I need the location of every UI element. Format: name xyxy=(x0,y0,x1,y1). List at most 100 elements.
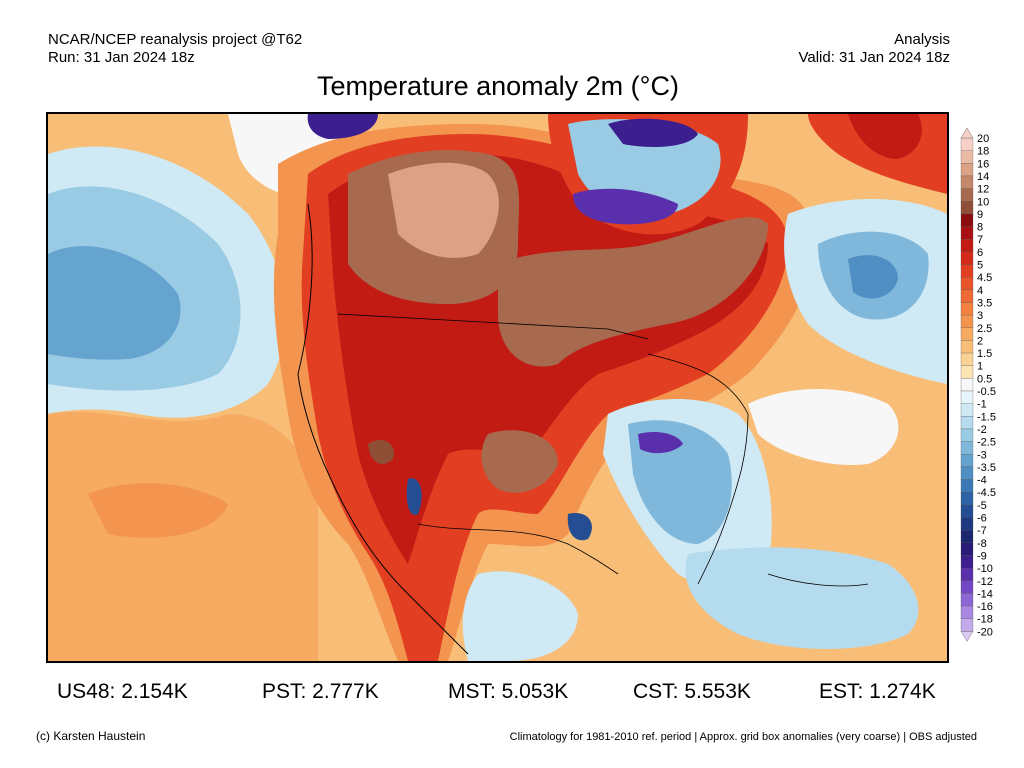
legend-tick-label: 2 xyxy=(977,335,983,347)
region-stat: MST: 5.053K xyxy=(448,680,569,703)
region-stat: CST: 5.553K xyxy=(633,680,751,703)
legend-tick-label: -8 xyxy=(977,538,987,550)
credit-label: (c) Karsten Haustein xyxy=(36,729,146,743)
legend-tick-label: -6 xyxy=(977,513,987,525)
anomaly-region xyxy=(88,483,228,538)
map-title: Temperature anomaly 2m (°C) xyxy=(317,71,679,101)
analysis-label: Analysis xyxy=(894,31,950,48)
legend-tick-label: -5 xyxy=(977,500,987,512)
legend-tick-label: -10 xyxy=(977,563,993,575)
legend-tick-label: 3 xyxy=(977,310,983,322)
anomaly-region xyxy=(307,114,378,139)
anomaly-region xyxy=(48,246,181,360)
anomaly-region xyxy=(848,114,922,159)
legend-tick-label: -12 xyxy=(977,576,993,588)
legend-swatch xyxy=(960,605,974,619)
legend-tick-label: 16 xyxy=(977,158,989,170)
legend-tick-label: 9 xyxy=(977,209,983,221)
anomaly-region xyxy=(567,513,592,541)
legend-swatch xyxy=(960,302,974,316)
legend-swatch xyxy=(960,567,974,581)
anomaly-region xyxy=(406,478,422,515)
legend-swatch xyxy=(960,226,974,240)
legend-swatch xyxy=(960,390,974,404)
legend-swatch xyxy=(960,365,974,379)
legend-swatch xyxy=(960,137,974,151)
legend-tick-label: 10 xyxy=(977,196,989,208)
footnote-label: Climatology for 1981-2010 ref. period | … xyxy=(509,731,977,743)
legend-swatch xyxy=(960,466,974,480)
header-left: NCAR/NCEP reanalysis project @T62 Run: 3… xyxy=(48,31,302,67)
legend-swatch xyxy=(960,239,974,252)
legend-tick-label: 8 xyxy=(977,222,983,234)
anomaly-region xyxy=(685,547,919,649)
anomaly-region xyxy=(481,430,558,493)
color-legend: 201816141210987654.543.532.521.510.5-0.5… xyxy=(960,127,996,642)
legend-swatch xyxy=(960,441,974,455)
legend-tick-label: -1 xyxy=(977,399,987,411)
legend-tick-label: 1 xyxy=(977,361,983,373)
legend-tick-label: 3.5 xyxy=(977,297,992,309)
legend-swatch xyxy=(960,504,974,518)
legend-min-arrow xyxy=(960,631,974,642)
border-line xyxy=(417,523,619,575)
legend-tick-label: -14 xyxy=(977,588,993,600)
legend-swatch xyxy=(960,163,974,177)
region-stats: US48: 2.154K PST: 2.777K MST: 5.053K CST: 5… xyxy=(0,680,1024,704)
legend-tick-label: 4.5 xyxy=(977,272,992,284)
legend-swatch xyxy=(960,150,974,164)
legend-swatch xyxy=(960,555,974,569)
anomaly-region xyxy=(573,188,678,225)
legend-swatch xyxy=(960,403,974,417)
anomaly-region xyxy=(848,255,898,299)
legend-swatch xyxy=(960,340,974,354)
legend-tick-label: 14 xyxy=(977,171,989,183)
legend-swatch xyxy=(960,454,974,468)
legend-tick-label: 1.5 xyxy=(977,348,992,360)
legend-tick-label: -3.5 xyxy=(977,462,996,474)
legend-tick-label: 4 xyxy=(977,285,983,297)
legend-tick-label: 0.5 xyxy=(977,373,992,385)
legend-swatch xyxy=(960,276,974,290)
coastline xyxy=(767,573,869,587)
legend-tick-label: -4.5 xyxy=(977,487,996,499)
anomaly-map xyxy=(46,112,949,663)
legend-swatch xyxy=(960,492,974,506)
legend-tick-label: 18 xyxy=(977,146,989,158)
anomaly-region xyxy=(388,162,499,258)
legend-swatch xyxy=(960,479,974,493)
header-right: Analysis Valid: 31 Jan 2024 18z xyxy=(798,31,950,67)
legend-tick-label: -20 xyxy=(977,626,993,638)
region-stat: EST: 1.274K xyxy=(819,680,936,703)
valid-label: Valid: 31 Jan 2024 18z xyxy=(798,49,950,66)
anomaly-region xyxy=(498,217,768,367)
legend-swatch xyxy=(960,428,974,442)
border-line xyxy=(337,313,649,340)
legend-swatch xyxy=(960,593,974,607)
legend-swatch xyxy=(960,175,974,189)
region-stat: US48: 2.154K xyxy=(57,680,188,703)
legend-swatch xyxy=(960,416,974,430)
coastline xyxy=(647,353,749,585)
project-label: NCAR/NCEP reanalysis project @T62 xyxy=(48,31,303,48)
legend-swatch xyxy=(960,529,974,543)
anomaly-region xyxy=(638,432,683,454)
legend-tick-label: 20 xyxy=(977,133,989,145)
anomaly-region xyxy=(48,411,318,661)
legend-swatch xyxy=(960,188,974,202)
legend-swatch xyxy=(960,314,974,328)
legend-tick-label: -1.5 xyxy=(977,411,996,423)
legend-tick-label: 5 xyxy=(977,260,983,272)
legend-swatch xyxy=(960,327,974,341)
legend-swatch xyxy=(960,378,974,392)
legend-swatch xyxy=(960,352,974,366)
legend-swatch xyxy=(960,264,974,278)
legend-tick-label: -2.5 xyxy=(977,437,996,449)
legend-tick-label: -9 xyxy=(977,550,987,562)
legend-tick-label: -18 xyxy=(977,614,993,626)
anomaly-region xyxy=(608,118,698,147)
legend-tick-label: 2.5 xyxy=(977,323,992,335)
legend-swatch xyxy=(960,213,974,227)
region-stat: PST: 2.777K xyxy=(262,680,379,703)
legend-tick-label: -0.5 xyxy=(977,386,996,398)
